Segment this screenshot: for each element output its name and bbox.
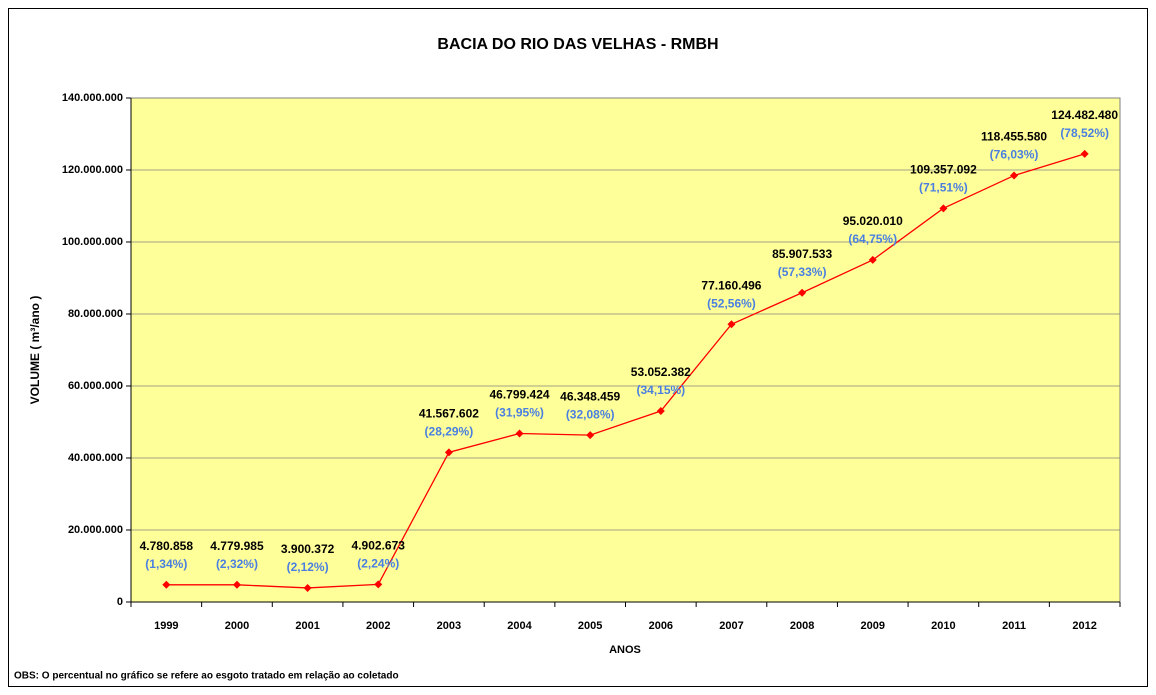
value-label: 85.907.533 — [772, 247, 832, 261]
point-marker — [444, 448, 453, 457]
y-tick-label: 100.000.000 — [62, 236, 123, 248]
x-tick-label: 2001 — [295, 620, 319, 632]
percent-label: (28,29%) — [425, 425, 474, 439]
note: OBS: O percentual no gráfico se refere a… — [14, 671, 399, 682]
percent-label: (31,95%) — [495, 406, 544, 420]
x-tick-label: 1999 — [154, 620, 178, 632]
x-tick-label: 2004 — [507, 620, 532, 632]
value-label: 46.799.424 — [490, 388, 550, 402]
point-marker — [515, 429, 524, 438]
x-tick-label: 2007 — [719, 620, 743, 632]
x-tick-label: 2000 — [225, 620, 249, 632]
x-tick-label: 2003 — [437, 620, 461, 632]
percent-label: (1,34%) — [145, 557, 187, 571]
percent-label: (52,56%) — [707, 296, 756, 310]
percent-label: (64,75%) — [848, 232, 897, 246]
percent-label: (78,52%) — [1060, 126, 1109, 140]
y-tick-label: 0 — [117, 596, 123, 608]
percent-label: (57,33%) — [778, 265, 827, 279]
point-marker — [303, 583, 312, 592]
x-tick-label: 2006 — [649, 620, 673, 632]
value-label: 41.567.602 — [419, 407, 479, 421]
point-marker — [232, 580, 241, 589]
series-line — [166, 153, 1085, 589]
percent-label: (2,24%) — [357, 557, 399, 571]
value-label: 124.482.480 — [1051, 108, 1118, 122]
y-tick-label: 80.000.000 — [68, 308, 123, 320]
x-tick-label: 2009 — [861, 620, 885, 632]
percent-label: (34,15%) — [636, 383, 685, 397]
y-tick-label: 20.000.000 — [68, 524, 123, 536]
value-label: 53.052.382 — [631, 365, 691, 379]
y-tick-label: 40.000.000 — [68, 452, 123, 464]
x-tick-label: 2012 — [1072, 620, 1096, 632]
point-marker — [1010, 171, 1019, 180]
percent-label: (71,51%) — [919, 180, 968, 194]
value-label: 109.357.092 — [910, 162, 977, 176]
value-label: 46.348.459 — [560, 389, 620, 403]
point-marker — [586, 431, 595, 440]
x-axis-label: ANOS — [609, 644, 641, 656]
y-axis-label: VOLUME ( m³/ano ) — [28, 296, 42, 405]
x-tick-label: 2002 — [366, 620, 390, 632]
value-label: 95.020.010 — [843, 214, 903, 228]
percent-label: (32,08%) — [566, 407, 615, 421]
value-label: 4.902.673 — [352, 539, 406, 553]
value-label: 4.779.985 — [210, 539, 264, 553]
value-label: 77.160.496 — [701, 278, 761, 292]
x-tick-label: 2005 — [578, 620, 602, 632]
percent-label: (76,03%) — [990, 148, 1039, 162]
point-marker — [1080, 149, 1089, 158]
chart-title: BACIA DO RIO DAS VELHAS - RMBH — [437, 36, 718, 53]
point-marker — [939, 204, 948, 213]
point-marker — [656, 407, 665, 416]
y-tick-label: 140.000.000 — [62, 92, 123, 104]
y-tick-label: 60.000.000 — [68, 380, 123, 392]
point-marker — [798, 288, 807, 297]
plot-area — [130, 97, 1121, 603]
value-label: 118.455.580 — [981, 130, 1047, 144]
x-tick-label: 2008 — [790, 620, 814, 632]
y-tick-label: 120.000.000 — [62, 164, 123, 176]
value-label: 3.900.372 — [281, 542, 335, 556]
percent-label: (2,12%) — [287, 560, 329, 574]
point-marker — [868, 255, 877, 264]
point-marker — [162, 580, 171, 589]
value-label: 4.780.858 — [140, 539, 194, 553]
x-tick-label: 2010 — [931, 620, 955, 632]
point-marker — [727, 320, 736, 329]
point-marker — [374, 580, 383, 589]
x-tick-label: 2011 — [1002, 620, 1026, 632]
percent-label: (2,32%) — [216, 557, 258, 571]
